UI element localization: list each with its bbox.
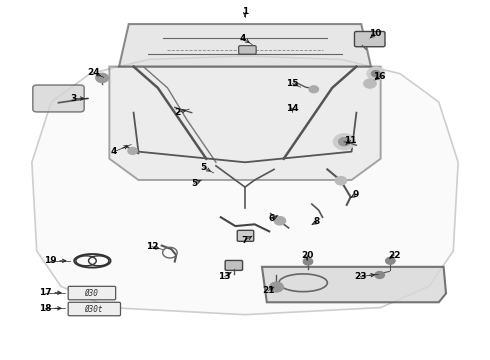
Text: 16: 16 [373, 72, 386, 81]
FancyBboxPatch shape [237, 230, 254, 241]
Text: Ø30t: Ø30t [85, 305, 103, 314]
Circle shape [371, 71, 380, 77]
Circle shape [364, 79, 376, 88]
Text: 15: 15 [286, 79, 299, 88]
Text: 19: 19 [44, 256, 56, 265]
Circle shape [375, 271, 385, 279]
Text: 13: 13 [219, 272, 231, 281]
Text: Ø30: Ø30 [85, 289, 99, 298]
Polygon shape [32, 56, 458, 315]
Circle shape [274, 216, 286, 225]
Text: 1: 1 [242, 7, 248, 16]
Circle shape [386, 257, 395, 264]
Text: 24: 24 [88, 68, 100, 77]
Polygon shape [262, 267, 446, 302]
Polygon shape [109, 67, 381, 180]
Circle shape [339, 138, 350, 146]
Circle shape [309, 86, 318, 93]
Text: 2: 2 [174, 108, 180, 117]
Polygon shape [119, 24, 371, 67]
Text: 7: 7 [242, 236, 248, 245]
Circle shape [303, 258, 313, 265]
FancyBboxPatch shape [33, 85, 84, 112]
Text: 12: 12 [146, 242, 158, 251]
FancyBboxPatch shape [225, 260, 243, 270]
Text: 17: 17 [39, 288, 52, 297]
FancyBboxPatch shape [239, 46, 256, 54]
Circle shape [335, 176, 347, 185]
Text: 20: 20 [301, 251, 313, 260]
Text: 11: 11 [344, 136, 357, 145]
Text: 21: 21 [262, 286, 274, 295]
Text: 4: 4 [111, 147, 118, 156]
Circle shape [367, 67, 385, 80]
Text: 6: 6 [269, 215, 275, 224]
Text: 3: 3 [70, 94, 76, 103]
Circle shape [128, 147, 138, 154]
Text: 10: 10 [368, 30, 381, 39]
Circle shape [96, 73, 108, 82]
Text: 22: 22 [388, 251, 400, 260]
Text: 8: 8 [314, 217, 320, 226]
Text: 4: 4 [240, 34, 246, 43]
Text: 5: 5 [201, 163, 207, 172]
Text: 18: 18 [39, 304, 51, 313]
Text: 9: 9 [352, 190, 359, 199]
FancyBboxPatch shape [68, 286, 116, 300]
Circle shape [334, 134, 355, 149]
Text: 5: 5 [191, 179, 197, 188]
Circle shape [270, 282, 283, 292]
FancyBboxPatch shape [354, 31, 385, 47]
Text: 14: 14 [286, 104, 299, 113]
FancyBboxPatch shape [68, 302, 121, 316]
Text: 23: 23 [354, 272, 367, 281]
